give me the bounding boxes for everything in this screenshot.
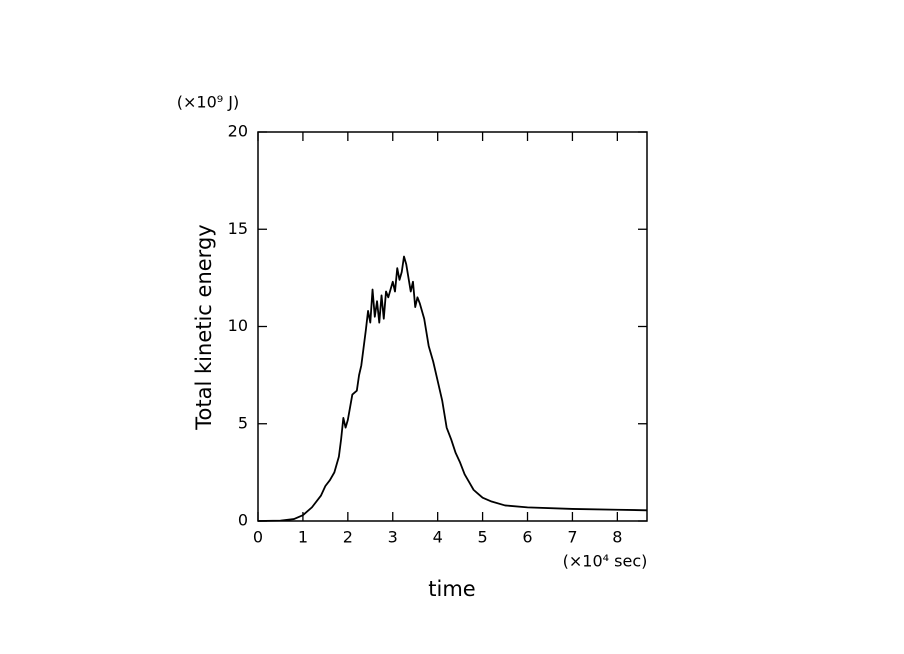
x-tick-label: 5	[478, 528, 488, 547]
plot-frame	[257, 131, 648, 522]
x-tick-label: 3	[388, 528, 398, 547]
x-unit: (×10⁴ sec)	[563, 552, 648, 571]
y-tick-label: 0	[238, 511, 248, 530]
y-tick-label: 10	[228, 316, 248, 335]
x-tick-label: 6	[522, 528, 532, 547]
data-line	[257, 255, 648, 522]
y-axis-label: Total kinetic energy	[192, 224, 216, 430]
x-tick-label: 2	[343, 528, 353, 547]
x-tick-label: 8	[612, 528, 622, 547]
y-tick-label: 15	[228, 219, 248, 238]
x-axis-label: time	[428, 577, 475, 601]
x-tick-label: 1	[298, 528, 308, 547]
x-tick-label: 0	[253, 528, 263, 547]
x-tick-label: 4	[433, 528, 443, 547]
y-tick-label: 5	[238, 413, 248, 432]
y-unit: (×10⁹ J)	[177, 93, 239, 112]
y-tick-label: 20	[228, 122, 248, 141]
x-tick-label: 7	[567, 528, 577, 547]
